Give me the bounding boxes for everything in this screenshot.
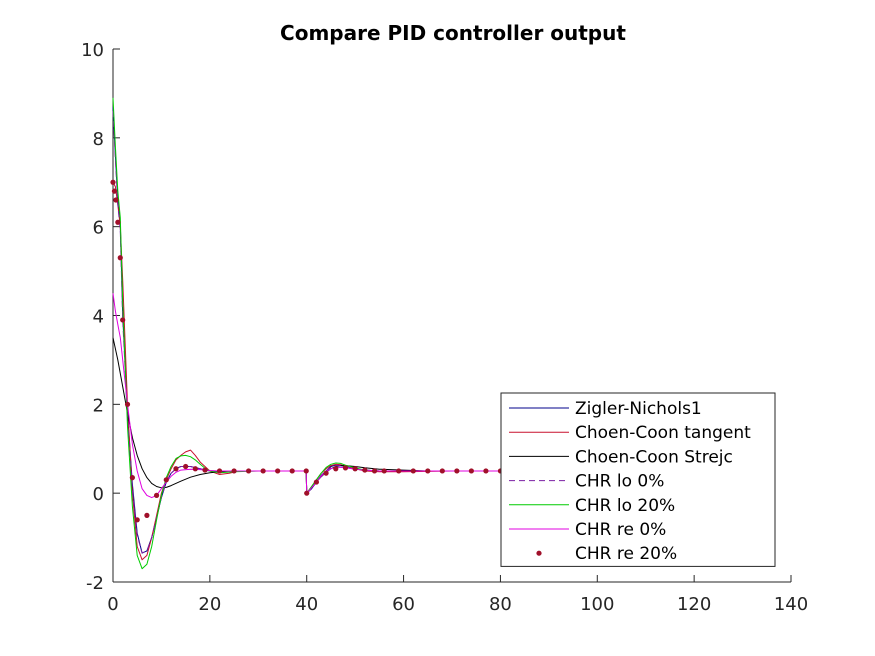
chart-title: Compare PID controller output [280, 21, 626, 45]
x-tick-label: 100 [580, 594, 614, 615]
data-point [483, 468, 489, 474]
legend: Zigler-Nichols1 Choen-Coon tangent Choen-C… [500, 392, 776, 567]
legend-entry: Zigler-Nichols1 [509, 399, 702, 419]
x-tick-label: 120 [677, 594, 711, 615]
data-point [115, 219, 121, 225]
data-point [313, 479, 319, 485]
data-point [144, 512, 150, 518]
data-point [362, 467, 368, 473]
data-point [468, 468, 474, 474]
data-point [113, 197, 119, 203]
legend-label: CHR lo 20% [575, 496, 675, 516]
y-tick-label: 2 [93, 395, 104, 416]
data-point [304, 490, 310, 496]
legend-label: CHR lo 0% [575, 472, 664, 492]
data-point [153, 492, 160, 498]
legend-label: CHR re 0% [575, 520, 666, 540]
data-point [173, 466, 179, 472]
y-tick-label: -2 [86, 573, 104, 594]
data-point [216, 468, 223, 474]
legend-entry: Choen-Coon Strejc [509, 447, 733, 467]
data-point [381, 468, 387, 474]
data-point [192, 466, 198, 472]
x-tick-label: 40 [295, 594, 318, 615]
legend-entry: Choen-Coon tangent [509, 423, 751, 443]
data-point [260, 468, 266, 474]
data-point [342, 465, 349, 471]
legend-entry: CHR re 0% [509, 520, 666, 540]
legend-label: Zigler-Nichols1 [575, 399, 702, 419]
x-tick-label: 20 [198, 594, 221, 615]
legend-marker [536, 550, 542, 556]
data-point [371, 468, 378, 474]
data-point [111, 188, 118, 194]
data-point [246, 468, 252, 474]
legend-entry: CHR re 20% [536, 544, 677, 564]
series-line-chr-lo-0 [112, 111, 501, 554]
data-point [163, 477, 169, 483]
legend-box [500, 392, 776, 567]
data-point [289, 468, 295, 474]
data-point [134, 517, 140, 523]
legend-label: Choen-Coon Strejc [575, 447, 733, 467]
x-tick-label: 80 [489, 594, 512, 615]
series-layer [110, 97, 504, 570]
legend-entry: CHR lo 0% [509, 472, 664, 492]
y-tick-label: 6 [93, 218, 104, 239]
data-point [439, 468, 445, 474]
data-point [410, 468, 416, 474]
y-tick-label: 8 [93, 129, 104, 150]
legend-label: Choen-Coon tangent [575, 423, 751, 443]
data-point [183, 463, 189, 470]
x-tick-label: 0 [107, 594, 118, 615]
data-point [425, 468, 431, 474]
data-point [231, 468, 237, 474]
data-point [333, 466, 339, 472]
data-point [323, 470, 329, 476]
data-point [275, 468, 281, 474]
y-tick-label: 0 [93, 484, 104, 505]
data-point [303, 468, 309, 474]
data-point [396, 468, 402, 474]
data-point [120, 317, 126, 323]
data-point [352, 466, 358, 472]
x-tick-label: 60 [392, 594, 415, 615]
legend-label: CHR re 20% [575, 544, 677, 564]
data-point [110, 179, 116, 185]
data-point [117, 255, 123, 261]
y-tick-label: 10 [81, 40, 104, 61]
legend-entry: CHR lo 20% [509, 496, 675, 516]
x-tick-label: 140 [774, 594, 808, 615]
data-point [129, 475, 135, 481]
series-chr-re-20 [110, 179, 504, 523]
data-point [202, 467, 208, 473]
data-point [124, 401, 131, 407]
data-point [454, 468, 460, 474]
y-tick-label: 4 [93, 307, 104, 328]
